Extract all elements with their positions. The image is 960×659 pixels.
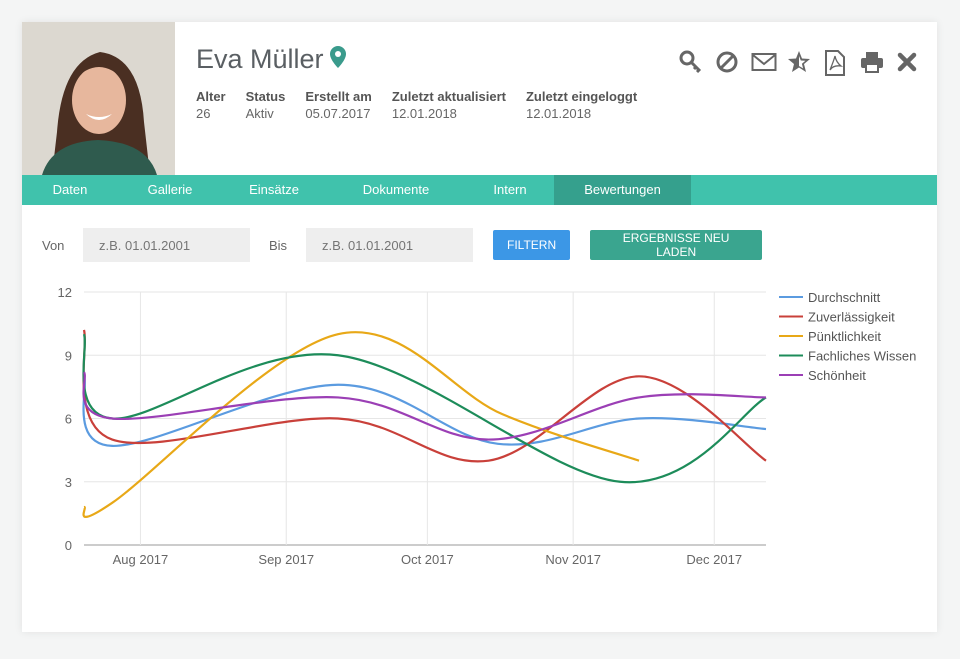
profile-meta: Alter 26 Status Aktiv Erstellt am 05.07.201…: [196, 89, 657, 121]
key-icon[interactable]: [679, 50, 703, 74]
location-pin-icon[interactable]: [329, 44, 346, 75]
profile-name: Eva Müller: [196, 44, 346, 75]
tab-gallerie[interactable]: Gallerie: [147, 182, 193, 197]
tab-dokumente[interactable]: Dokumente: [362, 182, 430, 197]
pdf-icon[interactable]: [823, 50, 847, 76]
close-icon[interactable]: [895, 50, 919, 74]
star-icon[interactable]: [787, 50, 811, 74]
mail-icon[interactable]: [751, 50, 777, 74]
print-icon[interactable]: [859, 50, 883, 74]
meta-age: Alter 26: [196, 89, 226, 121]
tab-bewertungen[interactable]: Bewertungen: [554, 175, 691, 205]
meta-status: Status Aktiv: [245, 89, 286, 121]
meta-updated: Zuletzt aktualisiert 12.01.2018: [391, 89, 506, 121]
from-date-input[interactable]: [83, 228, 250, 262]
tab-daten[interactable]: Daten: [52, 182, 88, 197]
meta-last-login: Zuletzt eingeloggt 12.01.2018: [525, 89, 638, 121]
from-label: Von: [42, 237, 65, 253]
block-icon[interactable]: [715, 50, 739, 74]
avatar: [22, 22, 175, 175]
filter-bar: Von Bis FILTERN ERGEBNISSE NEU LADEN: [42, 228, 763, 262]
tab-bar: Daten Gallerie Einsätze Dokumente Intern…: [22, 175, 937, 205]
tab-einsaetze[interactable]: Einsätze: [249, 182, 299, 197]
profile-card: Eva Müller Alter 26 Status Aktiv Erstellt …: [22, 22, 937, 632]
to-label: Bis: [268, 237, 288, 253]
to-date-input[interactable]: [306, 228, 473, 262]
meta-created: Erstellt am 05.07.2017: [305, 89, 372, 121]
action-bar: [679, 50, 919, 76]
filter-button[interactable]: FILTERN: [493, 230, 571, 260]
tab-intern[interactable]: Intern: [493, 182, 527, 197]
reload-results-button[interactable]: ERGEBNISSE NEU LADEN: [590, 230, 763, 260]
